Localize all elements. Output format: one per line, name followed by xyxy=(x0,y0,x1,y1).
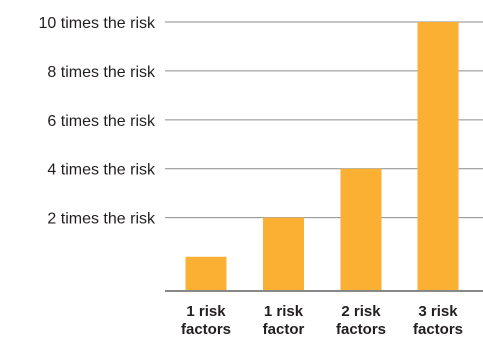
bar xyxy=(185,256,227,291)
bar xyxy=(417,22,459,291)
y-axis-tick-labels: 2 times the risk 4 times the risk 6 times … xyxy=(39,15,156,228)
bars xyxy=(185,22,459,291)
x-category-label: 2 risk factors xyxy=(336,303,386,338)
x-category-label-line: factors xyxy=(413,321,463,338)
x-category-label-line: factors xyxy=(336,321,386,338)
x-category-label: 3 risk factors xyxy=(413,303,463,338)
y-tick-label: 10 times the risk xyxy=(39,15,156,32)
y-tick-label: 8 times the risk xyxy=(47,64,156,81)
x-category-label-line: 3 risk xyxy=(418,303,458,320)
y-tick-label: 6 times the risk xyxy=(47,113,156,130)
x-category-label: 1 risk factors xyxy=(181,303,231,338)
y-tick-label: 2 times the risk xyxy=(47,211,156,228)
x-category-label-line: 1 risk xyxy=(264,303,304,320)
x-category-label-line: factors xyxy=(181,321,231,338)
bar xyxy=(263,217,304,291)
y-tick-label: 4 times the risk xyxy=(47,162,156,179)
x-category-label-line: factor xyxy=(263,321,305,338)
bar xyxy=(340,168,382,291)
x-category-label-line: 1 risk xyxy=(186,303,226,320)
x-category-label-line: 2 risk xyxy=(341,303,381,320)
x-category-label: 1 risk factor xyxy=(263,303,305,338)
